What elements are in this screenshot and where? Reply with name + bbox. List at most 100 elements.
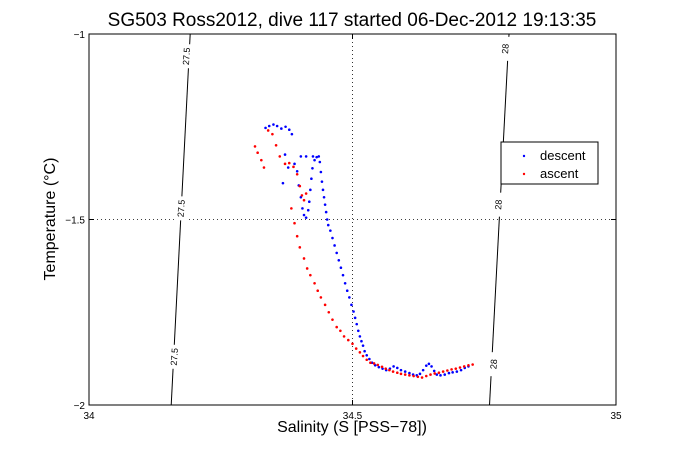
data-point-ascent (433, 372, 437, 375)
data-point-ascent (287, 161, 291, 165)
data-point-ascent (309, 273, 312, 277)
data-point-descent (459, 368, 463, 372)
x-tick-label: 34 (83, 411, 95, 422)
data-point-descent (399, 368, 403, 372)
data-point-ascent (454, 367, 458, 370)
data-point-descent (363, 349, 366, 353)
data-point-descent (326, 223, 330, 227)
data-point-ascent (313, 282, 316, 285)
data-point-descent (299, 155, 303, 158)
data-point-descent (304, 216, 308, 219)
data-point-ascent (471, 363, 474, 366)
data-point-ascent (300, 194, 304, 197)
legend-marker-ascent (522, 172, 526, 176)
data-point-descent (395, 366, 399, 370)
data-point-descent (306, 208, 310, 212)
data-point-descent (392, 365, 395, 368)
y-tick-label: −1 (74, 30, 86, 41)
data-point-ascent (305, 267, 309, 270)
data-point-descent (345, 289, 349, 293)
data-point-descent (335, 251, 338, 255)
data-point-ascent (450, 368, 453, 371)
data-point-ascent (253, 145, 257, 148)
data-point-descent (358, 335, 362, 338)
data-point-descent (311, 155, 315, 158)
data-point-descent (317, 155, 321, 158)
data-point-descent (352, 310, 355, 313)
legend-marker-descent (522, 154, 526, 158)
data-point-descent (290, 132, 294, 136)
x-tick-label: 34.5 (343, 411, 363, 422)
data-point-ascent (316, 289, 320, 293)
data-point-ascent (262, 166, 266, 169)
y-axis-label: Temperature (°C) (42, 158, 59, 281)
data-point-ascent (274, 144, 278, 147)
data-point-ascent (293, 221, 296, 225)
data-point-descent (307, 200, 311, 203)
data-point-ascent (266, 129, 270, 132)
x-axis-label: Salinity (S [PSS−78]) (277, 419, 427, 436)
data-point-descent (432, 369, 436, 373)
data-point-ascent (429, 373, 432, 376)
data-points (253, 123, 474, 379)
data-point-ascent (331, 318, 334, 321)
data-point-ascent (365, 358, 369, 362)
data-point-descent (337, 259, 341, 262)
data-point-descent (275, 124, 279, 128)
data-point-descent (329, 229, 332, 232)
data-point-descent (356, 329, 360, 333)
data-point-descent (339, 266, 343, 270)
data-point-descent (280, 127, 283, 130)
data-point-ascent (361, 354, 365, 358)
data-point-ascent (446, 369, 449, 372)
data-point-ascent (339, 329, 342, 333)
data-point-ascent (412, 374, 415, 378)
data-point-descent (365, 353, 369, 357)
data-point-ascent (295, 172, 299, 176)
contour-label-bg (168, 344, 180, 369)
data-point-descent (333, 244, 336, 247)
data-point-ascent (441, 370, 445, 373)
data-point-ascent (416, 375, 420, 379)
contour-line (489, 33, 510, 406)
data-point-descent (310, 177, 313, 180)
legend-box (500, 141, 599, 185)
data-point-ascent (458, 366, 462, 369)
contour-label: 27.5 (176, 199, 187, 217)
data-point-descent (318, 160, 322, 164)
data-point-ascent (358, 351, 362, 354)
data-point-ascent (260, 158, 263, 162)
data-point-descent (447, 371, 451, 375)
data-point-ascent (295, 234, 299, 238)
data-point-ascent (283, 162, 287, 166)
data-point-ascent (399, 372, 403, 376)
data-point-ascent (292, 165, 295, 169)
data-point-ascent (376, 363, 380, 367)
contour-label: 28 (493, 199, 504, 210)
data-point-descent (418, 372, 422, 376)
data-point-descent (421, 368, 425, 372)
contour-label: 27.5 (169, 348, 180, 366)
contour-label-bg (488, 352, 500, 377)
data-point-descent (293, 162, 296, 166)
data-point-descent (353, 316, 357, 320)
data-point-descent (435, 373, 439, 376)
data-point-ascent (437, 371, 441, 375)
data-point-ascent (354, 347, 358, 350)
contour-label: 27.5 (181, 47, 192, 65)
data-point-descent (283, 153, 287, 156)
data-point-descent (295, 169, 299, 173)
axis-ticks: 34 34.5 35 −2 −1.5 −1 (65, 30, 622, 422)
data-point-descent (323, 203, 327, 206)
data-point-descent (281, 181, 285, 185)
data-point-descent (348, 296, 351, 299)
data-point-ascent (380, 365, 384, 369)
data-point-descent (264, 126, 267, 130)
data-point-ascent (278, 155, 282, 158)
y-tick-label: −2 (74, 401, 86, 412)
contour-label-bg (180, 44, 192, 69)
data-point-descent (267, 124, 271, 128)
data-point-descent (430, 365, 433, 368)
legend-label-ascent: ascent (540, 166, 579, 181)
